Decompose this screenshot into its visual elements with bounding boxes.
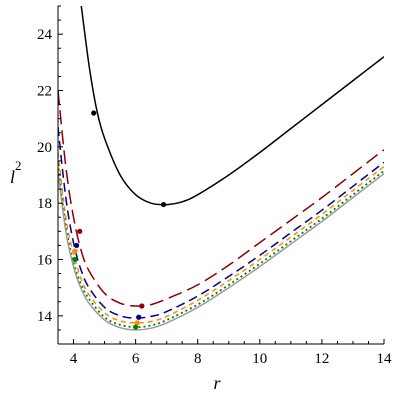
series-line-6 [58, 172, 384, 331]
y-tick-label-18: 18 [37, 196, 52, 212]
y-tick-label-16: 16 [37, 253, 53, 269]
x-tick-label-14: 14 [377, 351, 393, 367]
x-axis-title: r [213, 373, 221, 393]
series-1-marker-1 [91, 110, 97, 116]
y-axis-title: l [10, 167, 15, 187]
series-line-4 [58, 152, 384, 324]
series-4-marker-1 [72, 248, 78, 254]
series-2-marker-1 [77, 228, 83, 234]
series-4-marker-2 [134, 320, 140, 326]
series-3-marker-1 [74, 242, 80, 249]
series-markers [72, 110, 167, 330]
series-lines [58, 6, 384, 331]
series-2-marker-2 [139, 303, 145, 309]
series-5-marker-2 [133, 324, 139, 330]
series-5-marker-1 [72, 256, 78, 263]
x-tick-label-4: 4 [70, 351, 78, 367]
series-line-1 [80, 6, 384, 206]
series-line-5 [58, 163, 384, 329]
y-axis-title-superscript: 2 [15, 158, 22, 173]
x-tick-label-8: 8 [194, 351, 202, 367]
y-tick-label-24: 24 [37, 27, 53, 43]
y-tick-label-22: 22 [37, 84, 52, 100]
series-1-marker-2 [160, 201, 167, 208]
ticks: 4 6 8 10 12 14 14 16 18 20 22 24 [37, 5, 393, 367]
series-3-marker-2 [136, 314, 142, 320]
x-tick-label-6: 6 [132, 351, 140, 367]
series-line-2 [58, 90, 384, 307]
y-tick-label-20: 20 [37, 140, 52, 156]
x-tick-label-12: 12 [314, 351, 329, 367]
y-tick-label-14: 14 [37, 309, 53, 325]
x-tick-label-10: 10 [252, 351, 267, 367]
series-line-3 [58, 127, 384, 319]
